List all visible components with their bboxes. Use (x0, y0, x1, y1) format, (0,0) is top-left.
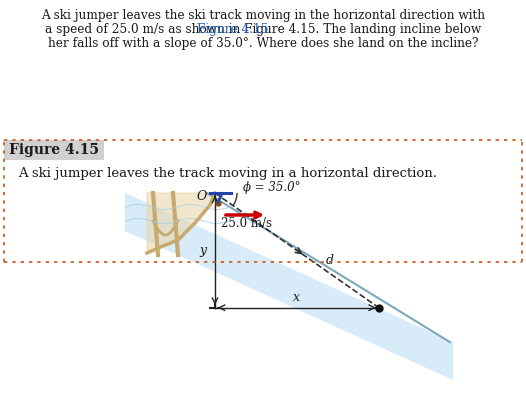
Text: y: y (199, 244, 207, 257)
Text: O: O (197, 191, 207, 203)
Text: Figure 4.15: Figure 4.15 (9, 143, 99, 157)
Text: d: d (326, 254, 334, 267)
Text: x: x (294, 291, 300, 304)
Text: Figure 4.15: Figure 4.15 (197, 23, 268, 35)
Bar (2, 176, 522, 262)
Text: 25.0 m/s: 25.0 m/s (221, 217, 272, 230)
Bar (4, 140, 104, 160)
Text: her falls off with a slope of 35.0°. Where does she land on the incline?: her falls off with a slope of 35.0°. Whe… (48, 37, 478, 49)
Text: a speed of 25.0 m/s as shown in Figure 4.15. The landing incline below: a speed of 25.0 m/s as shown in Figure 4… (45, 23, 481, 35)
Text: A ski jumper leaves the ski track moving in the horizontal direction with: A ski jumper leaves the ski track moving… (41, 8, 485, 21)
Bar (0, 0, 526, 140)
Text: ϕ = 35.0°: ϕ = 35.0° (243, 181, 300, 193)
Polygon shape (125, 193, 453, 380)
Text: A ski jumper leaves the track moving in a horizontal direction.: A ski jumper leaves the track moving in … (18, 168, 437, 181)
Polygon shape (147, 193, 215, 253)
